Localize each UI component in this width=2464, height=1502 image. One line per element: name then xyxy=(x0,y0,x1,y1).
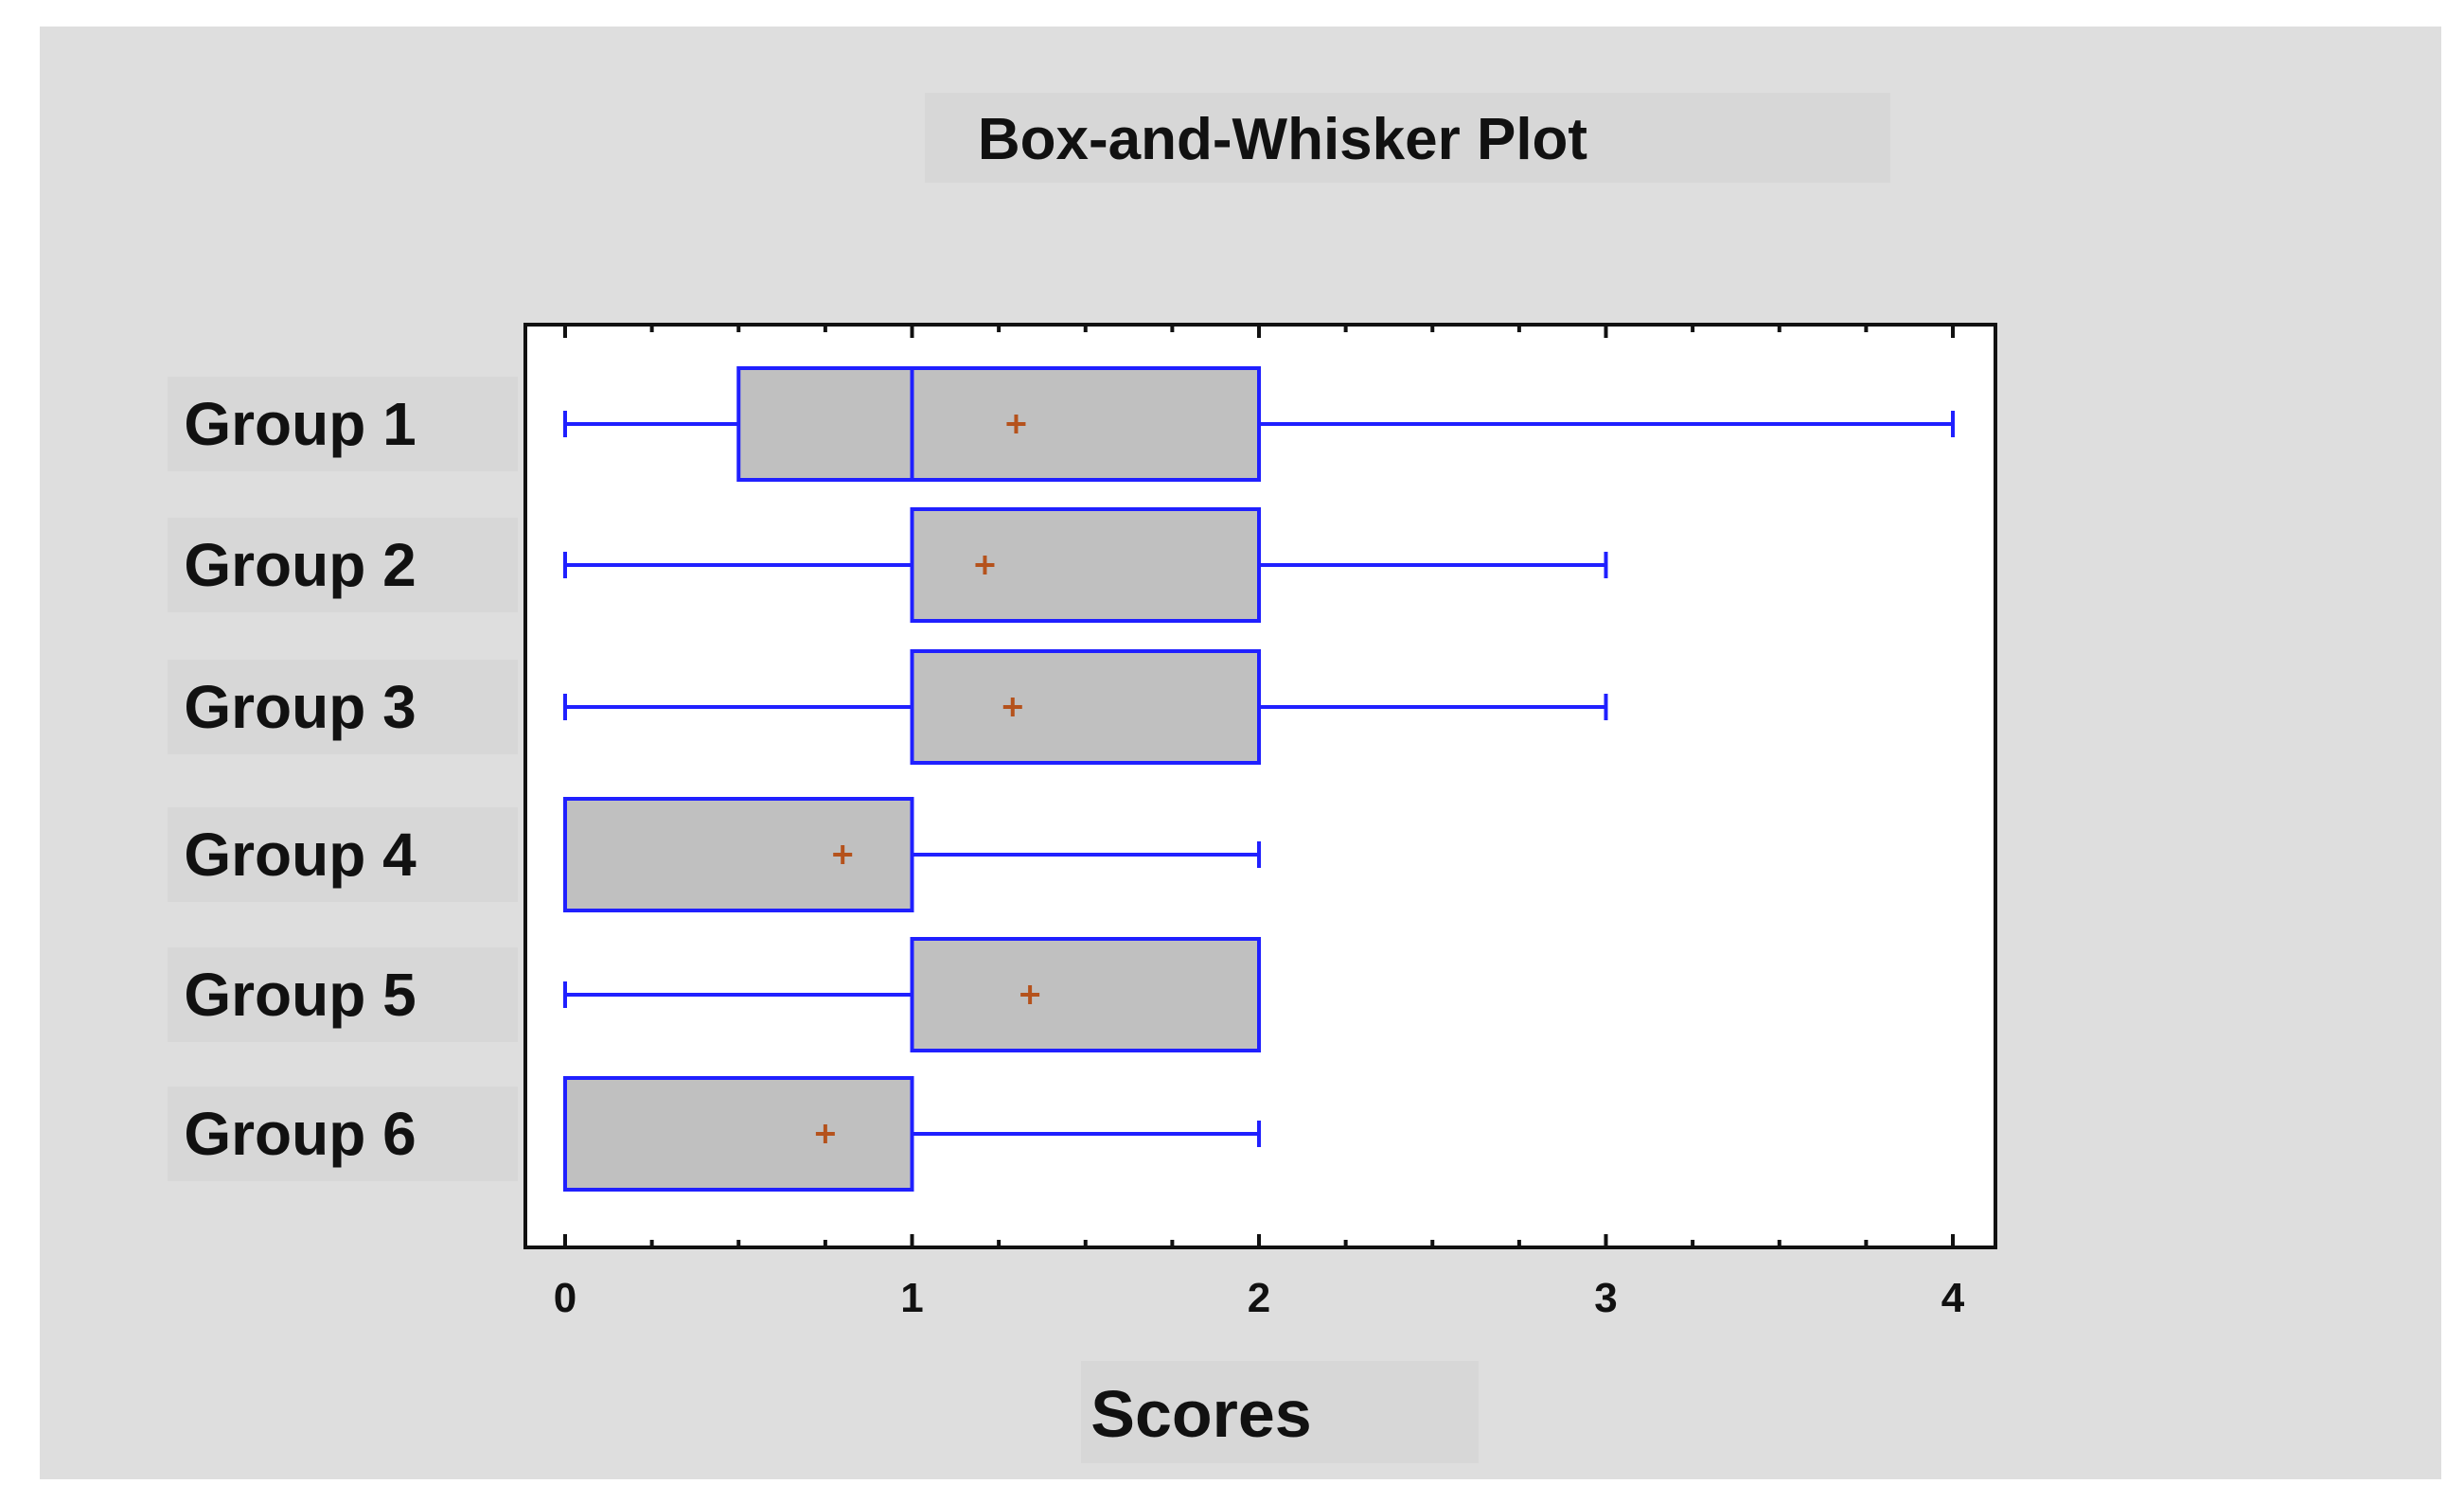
category-label-backdrop xyxy=(168,660,518,754)
box-iqr xyxy=(736,366,1261,482)
category-label: Group 3 xyxy=(184,673,416,741)
x-axis-label: Scores xyxy=(1090,1377,1311,1451)
box-group xyxy=(563,797,1261,912)
x-axis-ticks xyxy=(563,325,1955,1247)
x-tick-label: 2 xyxy=(1248,1275,1270,1321)
category-labels: Group 1 Group 2 Group 3 Group 4 Group 5 Group… xyxy=(168,377,518,1181)
box-group xyxy=(563,1076,1261,1192)
category-label-backdrop xyxy=(168,518,518,612)
box-group xyxy=(563,937,1261,1052)
box-series xyxy=(563,366,1955,1192)
box-iqr xyxy=(910,649,1261,765)
chart-title: Box-and-Whisker Plot xyxy=(978,107,1587,172)
title-backdrop xyxy=(925,93,1890,183)
category-label: Group 4 xyxy=(184,821,417,889)
box-iqr xyxy=(563,797,914,912)
category-label: Group 2 xyxy=(184,531,416,599)
xlabel-backdrop xyxy=(1081,1361,1479,1463)
box-group xyxy=(563,507,1608,623)
category-label-backdrop xyxy=(168,807,518,902)
chart-panel: Box-and-Whisker Plot Group 1 Group 2 Group… xyxy=(40,27,2441,1479)
category-label: Group 5 xyxy=(184,961,416,1029)
x-axis-tick-labels: 0 1 2 3 4 xyxy=(554,1275,1965,1321)
category-label-backdrop xyxy=(168,1087,518,1181)
box-iqr xyxy=(910,507,1261,623)
category-label-backdrop xyxy=(168,377,518,471)
x-tick-label: 4 xyxy=(1941,1275,1965,1321)
category-label: Group 1 xyxy=(184,390,416,458)
box-group xyxy=(563,649,1608,765)
box-iqr xyxy=(563,1076,914,1192)
box-iqr xyxy=(910,937,1261,1052)
x-tick-label: 0 xyxy=(554,1275,576,1321)
x-tick-label: 3 xyxy=(1594,1275,1617,1321)
box-group xyxy=(563,366,1955,482)
category-label-backdrop xyxy=(168,947,518,1042)
x-tick-label: 1 xyxy=(900,1275,923,1321)
category-label: Group 6 xyxy=(184,1100,416,1168)
